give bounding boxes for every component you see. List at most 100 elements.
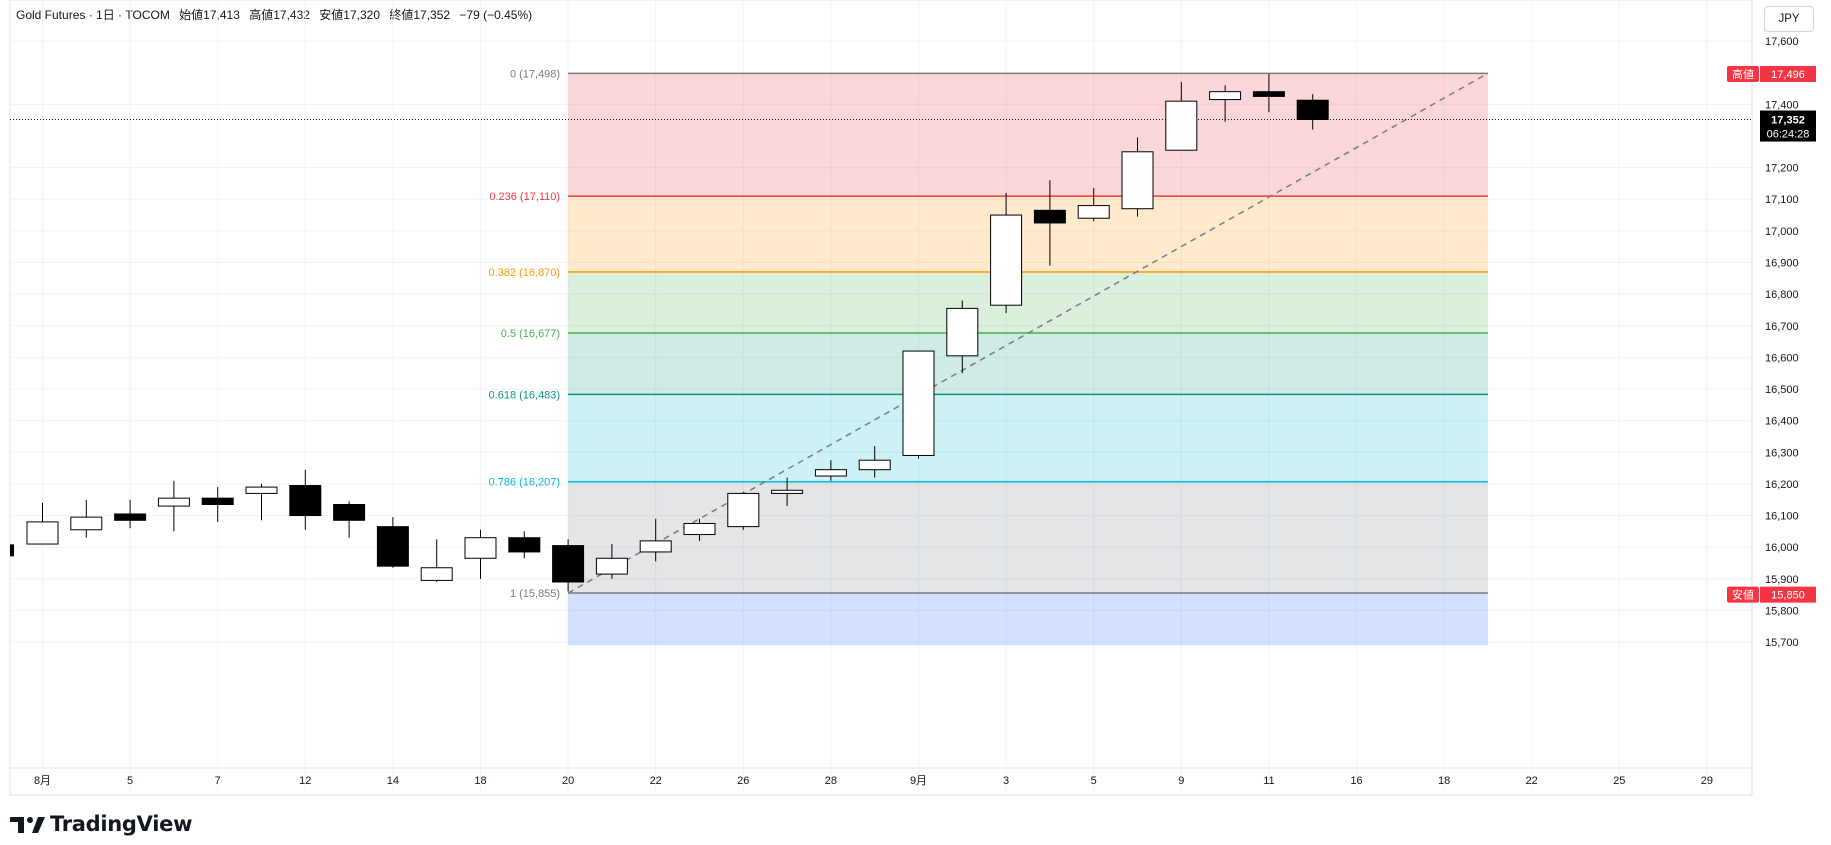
price-tick-label: 16,900 [1765,258,1799,270]
price-tick-label: 17,100 [1765,194,1799,206]
price-tick-label: 16,000 [1765,542,1799,554]
chart-header: Gold Futures · 1日 · TOCOM 始値17,413 高値17,… [16,6,538,23]
candle-body [1033,209,1066,224]
bar-countdown: 06:24:28 [1767,129,1810,141]
price-tick-label: 16,400 [1765,416,1799,428]
low-tag-label: 安値 [1732,588,1754,602]
candle-body [946,307,979,357]
fib-level-label: 0.786 (16,207) [489,477,561,489]
currency-button[interactable]: JPY [1764,6,1814,32]
open-value: 17,413 [203,8,240,22]
candle-body [902,350,935,456]
date-tick-label: 25 [1613,775,1625,787]
price-tick-label: 16,100 [1765,511,1799,523]
date-tick-label: 16 [1350,775,1362,787]
candle-body [289,485,322,517]
candle-body [26,521,59,545]
candle-body [245,486,278,494]
candle-body [771,489,804,494]
candle-body [814,469,847,477]
candle-body [858,459,891,471]
candle-body [1252,91,1285,97]
current-price-tag-bg [1760,110,1816,142]
candle-body [1209,91,1242,101]
close-value: 17,352 [413,8,451,22]
price-tick-label: 15,700 [1765,637,1799,649]
candle-body [990,214,1023,306]
date-tick-label: 8月 [34,775,51,787]
date-tick-label: 5 [1091,775,1097,787]
high-tag-label-bg [1727,65,1759,82]
low-value: 17,320 [343,8,380,22]
grid-lines [9,0,1753,796]
fib-level-label: 0.236 (17,110) [489,191,560,203]
date-tick-label: 26 [737,775,749,787]
high-tag-value: 17,496 [1771,69,1805,81]
fibonacci-retracement: 0 (17,498) 0.236 (17,110) 0.382 (16,870) 0.… [10,68,1752,646]
candle-body [1121,151,1154,210]
fib-zone [568,333,1488,395]
high-tag-label: 高値 [1732,67,1754,81]
open-label: 始値 [179,8,204,22]
change-value: −79 (−0.45%) [459,8,533,22]
candle-body [727,492,760,528]
candle-body [464,537,497,559]
date-tick-label: 20 [562,775,574,787]
date-tick-label: 11 [1263,775,1274,787]
date-tick-label: 5 [127,775,133,787]
price-tags: 高値 17,496 17,352 06:24:28 安値 15,850 [1727,65,1816,603]
price-tick-label: 17,000 [1765,226,1799,238]
date-tick-label: 3 [1003,775,1009,787]
candle-body [508,537,541,553]
fib-zone [568,271,1488,334]
high-tag-value-bg [1760,65,1816,82]
price-chart[interactable]: 0 (17,498) 0.236 (17,110) 0.382 (16,870) 0.… [0,0,1831,800]
candle-body [595,557,628,575]
date-tick-label: 18 [1438,775,1450,787]
candle-body [683,522,716,536]
tradingview-logo[interactable]: TradingView [10,811,192,837]
high-label: 高値 [249,8,274,22]
low-tag-value-bg [1760,586,1816,603]
date-tick-label: 7 [215,775,221,787]
candle-body [376,526,409,567]
date-tick-label: 12 [299,775,311,787]
candle-body [157,497,190,507]
axes: 15,700 15,800 15,900 16,000 16,100 16,200 16,3… [10,0,1799,795]
fib-level-label: 0.618 (16,483) [489,389,561,401]
candle-body [70,516,103,531]
candle-body [201,497,234,505]
price-tick-label: 16,300 [1765,447,1799,459]
price-tick-label: 16,500 [1765,384,1799,396]
price-tick-label: 15,800 [1765,605,1799,617]
price-tick-label: 16,600 [1765,352,1799,364]
fib-zone [568,593,1488,646]
fib-trend-line [567,72,1489,594]
offscreen-candle-marker [10,544,14,557]
fib-level-label: 1 (15,855) [510,588,560,600]
fib-zone [568,394,1488,482]
fib-zone [568,73,1488,197]
tradingview-logo-icon [10,817,45,833]
candle-body [333,503,366,521]
current-price-value: 17,352 [1771,115,1805,127]
candle-body [1165,100,1198,151]
date-tick-label: 22 [1526,775,1538,787]
date-tick-label: 18 [474,775,486,787]
price-tick-label: 17,400 [1765,99,1799,111]
fib-level-label: 0 (17,498) [510,68,560,80]
price-tick-label: 16,700 [1765,321,1799,333]
fib-level-label: 0.5 (16,677) [501,328,560,340]
price-tick-label: 17,200 [1765,163,1799,175]
price-tick-label: 15,900 [1765,574,1799,586]
date-tick-label: 9月 [910,775,927,787]
price-tick-label: 17,600 [1765,36,1799,48]
date-tick-label: 28 [825,775,837,787]
fib-zone [568,196,1488,272]
candle-body [114,513,147,521]
low-tag-value: 15,850 [1771,590,1805,602]
candle-body [639,540,672,553]
candle-body [420,567,453,581]
candle-body [1296,99,1329,121]
price-tick-label: 16,800 [1765,289,1799,301]
